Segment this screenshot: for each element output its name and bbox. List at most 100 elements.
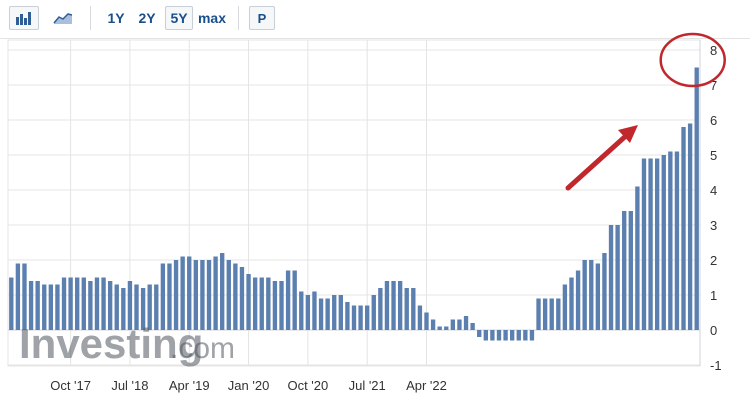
bar [200,260,205,330]
trend-arrow-shaft [565,131,631,191]
bar [220,253,225,330]
bar [668,151,673,330]
range-max-button[interactable]: max [197,10,227,26]
bar [536,298,541,330]
bar [404,288,409,330]
bar [602,253,607,330]
bar [641,158,647,330]
bar [582,260,587,330]
bar [68,277,73,330]
bar [61,277,67,330]
bar [635,186,640,330]
bar [523,330,528,341]
bar [88,281,93,330]
bar [305,295,311,330]
bar [299,291,304,330]
bar [457,319,462,330]
y-tick-label: 4 [710,183,717,198]
highlight-circle [659,32,726,88]
bar [285,270,291,330]
p-button[interactable]: P [249,6,275,30]
bar [121,288,126,330]
bar [503,330,508,341]
bar [424,312,429,330]
range-1y-button[interactable]: 1Y [107,10,125,26]
bar [9,277,14,330]
y-tick-label: 3 [710,218,717,233]
bar [55,284,60,330]
bar [589,260,594,330]
x-tick-label: Jul '21 [349,378,386,393]
trend-arrow [565,125,638,191]
bar [28,281,34,330]
bar [595,263,601,330]
bar [94,277,100,330]
bar [134,284,139,330]
trend-arrow-head [618,125,638,143]
bar [384,281,390,330]
bar [496,330,502,341]
bar [411,288,416,330]
bar [193,260,199,330]
bar-chart-button[interactable] [9,6,39,30]
bar [15,263,21,330]
bar [180,256,185,330]
bar [160,263,166,330]
bar [556,298,561,330]
y-tick-label: 7 [710,78,717,93]
bar [338,295,343,330]
bar [470,323,475,330]
bar [450,319,456,330]
bar [239,267,245,330]
bar-chart-icon [16,12,31,25]
bar [661,155,666,330]
bar [147,284,152,330]
x-tick-label: Jul '18 [111,378,148,393]
bar [332,295,337,330]
range-2y-button[interactable]: 2Y [138,10,156,26]
watermark-brand: Investing [19,320,203,367]
bar [463,316,469,330]
bar [378,288,383,330]
bar [687,123,693,330]
x-tick-label: Oct '17 [50,378,91,393]
bar [206,260,212,330]
bar [101,277,106,330]
bar [477,330,482,337]
bar [569,277,574,330]
y-tick-label: 8 [710,43,717,58]
bar [140,288,146,330]
bar [615,225,620,330]
bar [81,277,86,330]
bar [345,302,350,330]
bar [608,225,614,330]
bar [22,263,27,330]
bar [187,256,192,330]
bar [391,281,396,330]
bar [318,298,324,330]
y-tick-label: 0 [710,323,717,338]
bar [654,158,660,330]
x-tick-label: Oct '20 [287,378,328,393]
bar [213,256,218,330]
area-chart-button[interactable] [48,6,78,30]
bar [351,305,357,330]
bar [272,281,278,330]
bar [292,270,297,330]
bar [42,284,47,330]
bar [365,305,370,330]
bar [397,281,403,330]
watermark-suffix: .com [170,332,235,365]
y-tick-label: 2 [710,253,717,268]
area-chart-icon [53,13,73,24]
bar [490,330,495,341]
bar [226,260,231,330]
bar [233,263,238,330]
bar [279,281,284,330]
range-5y-button[interactable]: 5Y [165,6,193,30]
bar [622,211,627,330]
bar [562,284,568,330]
bar [483,330,488,341]
bar [575,270,581,330]
